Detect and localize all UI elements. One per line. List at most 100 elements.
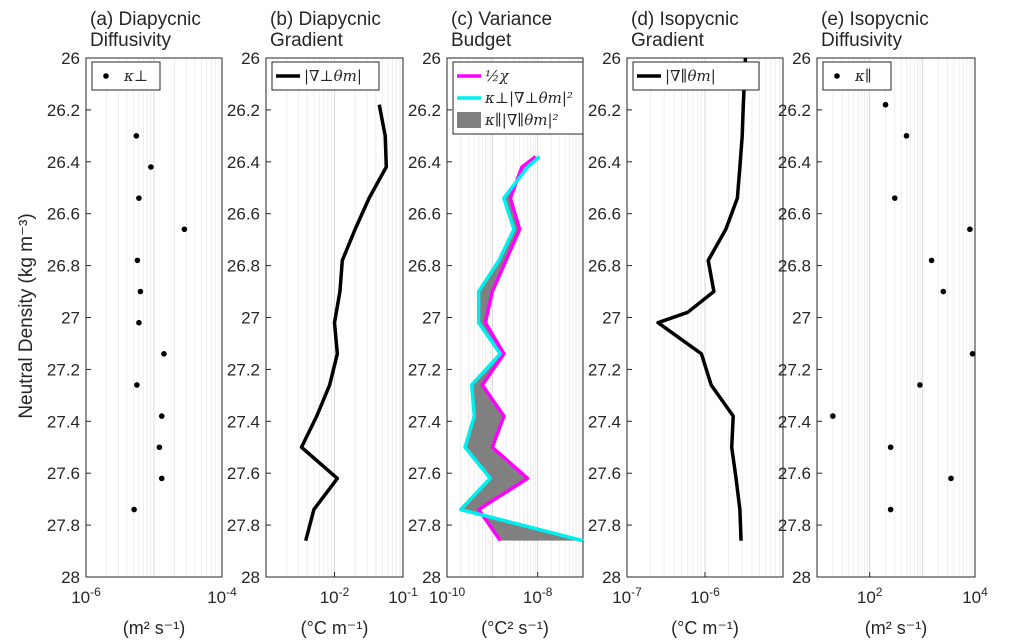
legend: κ∥ xyxy=(822,61,892,91)
x-tick-label: 10-10 xyxy=(429,585,466,607)
x-tick-label: 10-6 xyxy=(690,585,720,607)
y-tick-label: 27.2 xyxy=(778,360,811,379)
data-point xyxy=(131,506,137,513)
x-tick-label: 102 xyxy=(857,585,883,607)
legend-marker xyxy=(457,112,481,128)
y-tick-label: 27.6 xyxy=(227,464,260,483)
y-tick-label: 27.6 xyxy=(408,464,441,483)
x-axis-label: (m² s⁻¹) xyxy=(865,618,927,638)
x-axis-label: (°C m⁻¹) xyxy=(301,618,369,638)
y-tick-label: 27 xyxy=(422,309,441,328)
x-tick-label: 10-7 xyxy=(612,585,642,607)
legend: ½χ κ⊥|∇⊥θm|² κ∥|∇∥θm|² xyxy=(452,61,584,135)
panel-3: 2626.226.426.626.82727.227.427.627.82810… xyxy=(408,9,584,638)
legend-label: |∇⊥θm| xyxy=(304,67,362,85)
data-point xyxy=(156,444,163,451)
y-tick-label: 27 xyxy=(61,309,80,328)
panel-title: Gradient xyxy=(631,30,705,51)
y-tick-label: 26 xyxy=(61,49,80,68)
y-tick-label: 27.2 xyxy=(47,360,80,379)
panel-title: Gradient xyxy=(270,30,344,51)
y-tick-label: 26.8 xyxy=(227,257,260,276)
data-point xyxy=(136,195,142,201)
data-point xyxy=(969,351,976,357)
y-tick-label: 28 xyxy=(792,568,811,587)
data-point xyxy=(136,319,142,326)
data-point xyxy=(134,257,141,264)
legend-marker xyxy=(103,73,109,79)
data-point xyxy=(133,133,140,139)
y-tick-label: 27.8 xyxy=(408,516,441,535)
y-tick-label: 27.2 xyxy=(227,360,260,379)
y-tick-label: 27 xyxy=(792,309,811,328)
data-point xyxy=(940,288,947,295)
series-line xyxy=(299,104,389,542)
data-point xyxy=(161,351,167,357)
series-line xyxy=(476,155,537,542)
y-tick-label: 26.8 xyxy=(408,257,441,276)
data-point xyxy=(137,288,144,295)
data-point xyxy=(830,413,836,419)
y-tick-label: 26.4 xyxy=(588,153,621,172)
y-tick-label: 28 xyxy=(602,568,621,587)
legend-label: κ∥ xyxy=(854,67,872,85)
y-tick-label: 26.4 xyxy=(227,153,260,172)
y-tick-label: 26.2 xyxy=(778,101,811,120)
axes-box xyxy=(816,57,976,578)
y-tick-label: 26.2 xyxy=(588,101,621,120)
x-tick-label: 10-6 xyxy=(71,585,101,607)
y-tick-label: 27 xyxy=(602,309,621,328)
panel-title: (c) Variance xyxy=(451,9,552,30)
y-tick-label: 26.6 xyxy=(588,205,621,224)
y-tick-label: 27.6 xyxy=(778,464,811,483)
legend-box xyxy=(632,61,760,91)
panel-title: (e) Isopycnic xyxy=(821,9,929,30)
y-tick-label: 27.4 xyxy=(408,412,441,431)
legend-marker xyxy=(834,73,840,79)
y-tick-label: 27.4 xyxy=(778,412,811,431)
x-axis-label: (°C m⁻¹) xyxy=(671,618,739,638)
y-tick-label: 26.4 xyxy=(47,153,80,172)
y-tick-label: 26 xyxy=(422,49,441,68)
x-tick-label: 10-4 xyxy=(207,585,237,607)
panel-1: 2626.226.426.626.82727.227.427.627.82810… xyxy=(47,9,237,638)
data-point xyxy=(887,506,894,513)
data-point xyxy=(967,226,973,233)
panel-2: 26 26.2 26.4 26.6 26.8 27 27.2 27.4 27.6 27.8 28 10… xyxy=(227,9,418,638)
x-axis-label: (°C² s⁻¹) xyxy=(481,618,549,638)
y-tick-label: 27.4 xyxy=(47,412,80,431)
panel-5: 26 26.2 26.4 26.6 26.8 27 27.2 27.4 27.6 27.8 28 10… xyxy=(778,9,988,638)
y-tick-label: 27.8 xyxy=(778,516,811,535)
y-tick-label: 28 xyxy=(61,568,80,587)
data-point xyxy=(148,164,154,170)
y-tick-label: 28 xyxy=(241,568,260,587)
legend-label: ½χ xyxy=(485,67,510,85)
variance-fill xyxy=(460,156,583,541)
panel-title: (a) Diapycnic xyxy=(90,9,201,30)
legend: κ⊥ xyxy=(91,61,161,91)
data-point xyxy=(887,444,894,451)
y-tick-label: 26.8 xyxy=(588,257,621,276)
panel-title: Diffusivity xyxy=(90,30,171,51)
y-tick-label: 26.2 xyxy=(47,101,80,120)
panel-4: 2626.226.426.626.82727.227.427.627.82810… xyxy=(588,9,784,638)
series-line xyxy=(458,155,584,543)
y-tick-label: 27.6 xyxy=(47,464,80,483)
y-tick-label: 27.6 xyxy=(588,464,621,483)
y-tick-label: 26.2 xyxy=(408,101,441,120)
legend-label: |∇∥θm| xyxy=(665,67,716,85)
y-axis-label: Neutral Density (kg m⁻³) xyxy=(16,213,37,418)
y-tick-label: 27 xyxy=(241,309,260,328)
y-tick-label: 26 xyxy=(792,49,811,68)
x-tick-label: 104 xyxy=(962,585,988,607)
panel-title: Budget xyxy=(451,30,512,51)
legend: |∇⊥θm| xyxy=(271,61,380,91)
y-tick-label: 27.4 xyxy=(227,412,260,431)
series-line xyxy=(656,57,748,541)
data-point xyxy=(928,257,935,264)
legend-label: κ∥|∇∥θm|² xyxy=(484,111,559,129)
data-point xyxy=(917,382,923,388)
y-tick-label: 26.2 xyxy=(227,101,260,120)
y-tick-label: 26 xyxy=(241,49,260,68)
panel-title: Diffusivity xyxy=(821,30,902,51)
